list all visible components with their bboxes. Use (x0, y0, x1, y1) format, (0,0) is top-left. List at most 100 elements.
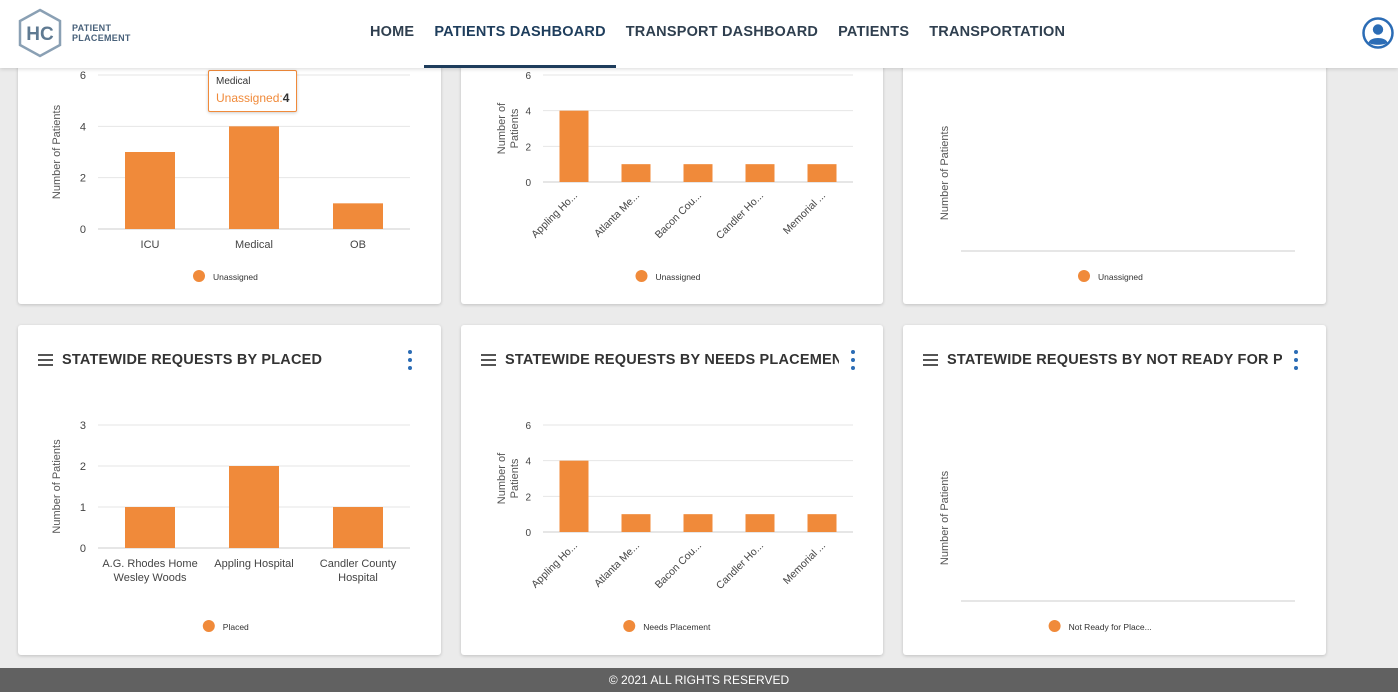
chart-card-unassigned-by-hospital: Number ofPatients 0 2 4 6 Appling Ho... Atlant… (461, 50, 883, 304)
user-avatar-icon[interactable] (1362, 17, 1394, 49)
legend-marker (623, 620, 636, 632)
x-tick-label: A.G. Rhodes Home Wesley Woods (102, 558, 197, 584)
x-tick-label: Bacon Cou... (653, 540, 704, 591)
logo-hex-icon: HC (18, 8, 62, 58)
x-tick-label: Atlanta Me... (592, 190, 642, 240)
y-tick-label: 3 (80, 420, 86, 432)
y-tick-label: 4 (525, 107, 531, 118)
tooltip-series: Unassigned (216, 91, 280, 105)
nav-home[interactable]: HOME (370, 24, 415, 40)
chart-unassigned-by-hospital: Number ofPatients 0 2 4 6 Appling Ho... Atlant… (496, 71, 853, 282)
nav-transport-dashboard[interactable]: TRANSPORT DASHBOARD (625, 24, 819, 40)
x-tick-label: Atlanta Me... (592, 540, 642, 590)
y-axis-label: Number ofPatients (496, 102, 521, 154)
legend-label: Placed (223, 622, 249, 632)
y-tick-label: 2 (80, 173, 86, 185)
chart-tooltip: Medical Unassigned:4 (208, 70, 298, 112)
legend-marker (193, 270, 205, 282)
bar (559, 460, 589, 532)
y-tick-label: 6 (525, 421, 531, 432)
nav-transportation[interactable]: TRANSPORTATION (929, 24, 1066, 40)
legend-label: Unassigned (656, 272, 701, 282)
y-axis-label: Number of Patients (939, 125, 951, 220)
nav-patients-dashboard[interactable]: PATIENTS DASHBOARD (424, 0, 616, 68)
chart-card-unassigned-by-unit: Number of Patients 0 2 4 6 ICU Medical OB Unassi… (18, 50, 441, 304)
x-tick-label: Memorial ... (781, 540, 828, 587)
y-tick-label: 2 (80, 461, 86, 473)
x-tick-label: OB (350, 239, 366, 251)
bar (333, 507, 383, 548)
y-tick-label: 2 (525, 142, 531, 153)
x-tick-label: Memorial ... (781, 190, 828, 237)
logo-text: PATIENT PLACEMENT (72, 23, 131, 43)
bar (745, 164, 775, 182)
bar (807, 514, 837, 532)
footer: © 2021 ALL RIGHTS RESERVED (0, 668, 1398, 692)
bar (807, 164, 837, 182)
y-tick-label: 2 (525, 492, 531, 503)
logo-initials: HC (26, 24, 54, 45)
hamburger-menu-icon[interactable] (923, 354, 938, 366)
chart-card-not-ready: STATEWIDE REQUESTS BY NOT READY FOR PLAC… (903, 325, 1326, 655)
chart-unassigned-by-unit: Number of Patients 0 2 4 6 ICU Medical OB Unassi… (51, 70, 410, 282)
x-tick-label: Candler Ho... (714, 190, 766, 242)
legend-label: Unassigned (213, 272, 258, 282)
legend-marker (1048, 620, 1061, 632)
logo-line1: PATIENT (72, 23, 112, 33)
top-header: HC PATIENT PLACEMENT HOME PATIENTS DASHB… (0, 0, 1398, 68)
x-tick-label: Appling Hospital (214, 558, 294, 570)
tooltip-category: Medical (216, 76, 251, 87)
chart-needs-placement: Number ofPatients 0 2 4 6 Appling Ho... Atlant… (496, 421, 853, 632)
x-tick-label: ICU (141, 239, 160, 251)
hamburger-menu-icon[interactable] (481, 354, 496, 366)
chart-unassigned-empty: Number of Patients Unassigned (939, 125, 1295, 282)
legend-marker (635, 270, 648, 282)
legend-marker (1078, 270, 1090, 282)
x-tick-label: Candler Ho... (714, 540, 766, 592)
kebab-menu-icon[interactable] (848, 349, 858, 371)
y-tick-label: 1 (80, 502, 86, 514)
bar (745, 514, 775, 532)
card-title-not-ready: STATEWIDE REQUESTS BY NOT READY FOR PLAC… (947, 352, 1282, 368)
chart-placed: Number of Patients 0 1 2 3 A.G. Rhodes Home We… (51, 420, 410, 632)
card-title-placed: STATEWIDE REQUESTS BY PLACED (62, 352, 323, 368)
card-title-needs-placement: STATEWIDE REQUESTS BY NEEDS PLACEMENT (505, 352, 839, 368)
legend-marker (202, 620, 215, 632)
bar (125, 152, 175, 229)
bar (333, 203, 383, 229)
x-tick-label: Candler County Hospital (320, 558, 397, 584)
y-tick-label: 0 (525, 178, 531, 189)
x-tick-label: Bacon Cou... (653, 190, 704, 241)
main-nav: HOME PATIENTS DASHBOARD TRANSPORT DASHBO… (360, 0, 1075, 68)
bar (683, 164, 713, 182)
tooltip-number: 4 (282, 91, 290, 105)
x-tick-label: Appling Ho... (529, 540, 580, 591)
y-tick-label: 6 (525, 71, 531, 82)
y-axis-label: Number of Patients (939, 470, 951, 565)
chart-not-ready: Number of Patients Not Ready for Place... (939, 470, 1295, 632)
y-axis-label: Number ofPatients (496, 452, 521, 504)
bar (683, 514, 713, 532)
bar (229, 466, 279, 548)
chart-card-unassigned-empty: Number of Patients Unassigned (903, 50, 1326, 304)
y-tick-label: 6 (80, 70, 86, 82)
bar (229, 126, 279, 229)
bar (125, 507, 175, 548)
nav-patients[interactable]: PATIENTS (838, 24, 910, 40)
kebab-menu-icon[interactable] (405, 349, 415, 371)
bar (621, 514, 651, 532)
y-tick-label: 0 (525, 528, 531, 539)
chart-card-placed: STATEWIDE REQUESTS BY PLACED Number of P… (18, 325, 441, 655)
y-tick-label: 4 (525, 457, 531, 468)
legend-label: Not Ready for Place... (1069, 622, 1152, 632)
kebab-menu-icon[interactable] (1291, 349, 1301, 371)
x-tick-label: Appling Ho... (529, 190, 580, 241)
hamburger-menu-icon[interactable] (38, 354, 53, 366)
y-tick-label: 0 (80, 224, 86, 236)
chart-card-needs-placement: STATEWIDE REQUESTS BY NEEDS PLACEMENT Nu… (461, 325, 883, 655)
y-tick-label: 4 (80, 121, 86, 133)
logo[interactable]: HC PATIENT PLACEMENT (16, 8, 131, 58)
logo-line2: PLACEMENT (72, 33, 131, 43)
y-axis-label: Number of Patients (51, 104, 63, 199)
x-tick-label: Medical (235, 239, 273, 251)
